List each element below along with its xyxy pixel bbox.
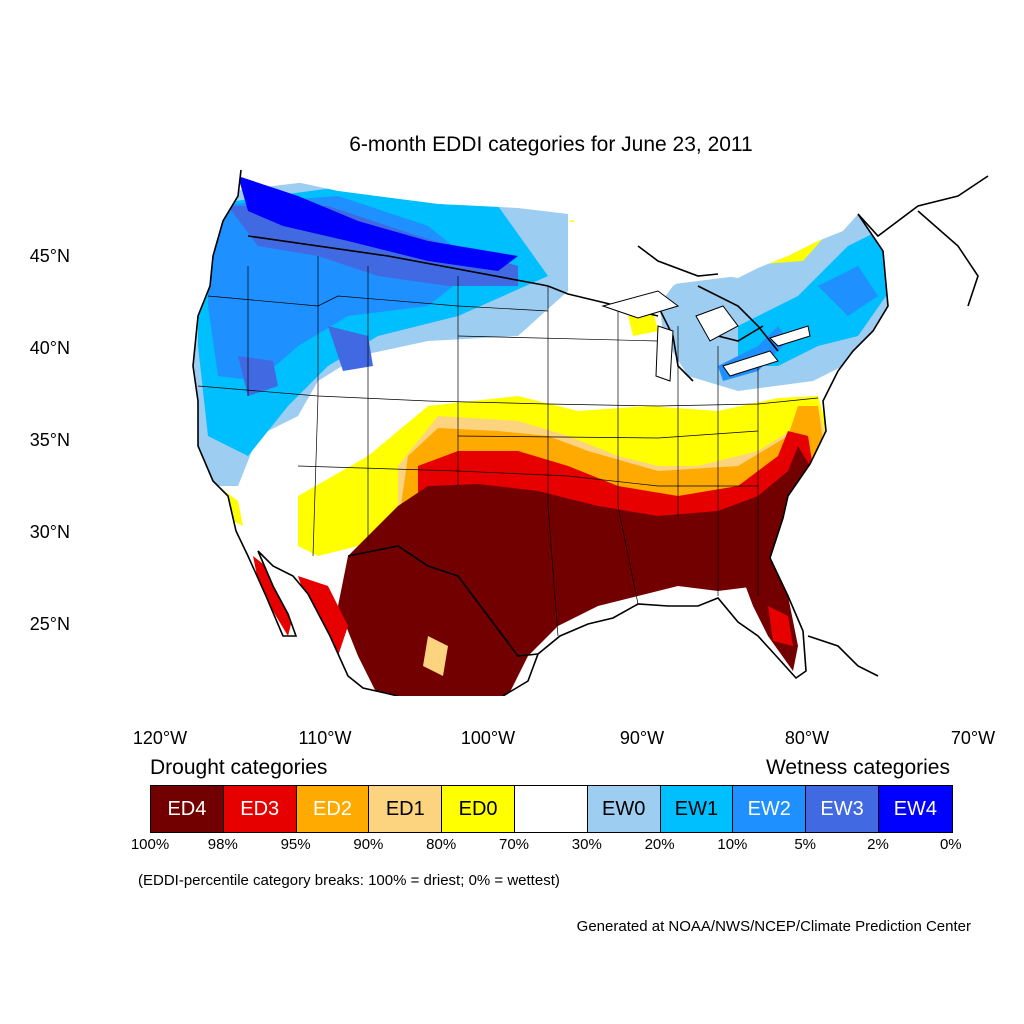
break-label: 30% [571, 836, 602, 853]
legend-cell-ed3: ED3 [223, 786, 297, 832]
break-label: 95% [280, 836, 311, 853]
map-title: 6-month EDDI categories for June 23, 201… [349, 133, 753, 156]
eddi-map [98, 166, 1004, 696]
break-label: 0% [939, 836, 962, 853]
lat-label-35n: 35°N [29, 430, 70, 450]
wetness-categories-heading: Wetness categories [765, 756, 950, 779]
lon-label-70w: 70°W [950, 728, 996, 748]
legend-cell-neutral [514, 786, 588, 832]
break-label: 98% [207, 836, 238, 853]
break-label: 70% [498, 836, 530, 853]
lat-label-45n: 45°N [29, 246, 70, 266]
lat-label-40n: 40°N [29, 338, 70, 358]
break-label: 100% [130, 836, 170, 853]
lon-label-80w: 80°W [784, 728, 830, 748]
lon-label-110w: 110°W [298, 728, 352, 748]
break-label: 10% [717, 836, 748, 853]
lon-label-120w: 120°W [132, 728, 188, 748]
lat-label-25n: 25°N [29, 614, 70, 634]
break-label: 2% [867, 836, 889, 853]
legend-cell-ew2: EW2 [733, 786, 807, 832]
break-label: 20% [644, 836, 675, 853]
legend-cell-ed2: ED2 [296, 786, 370, 832]
break-label: 5% [794, 836, 817, 853]
legend-cell-ed1: ED1 [369, 786, 443, 832]
category-legend: ED4 ED3 ED2 ED1 ED0 EW0 EW1 EW2 EW3 EW4 [150, 785, 953, 833]
lon-label-100w: 100°W [460, 728, 516, 748]
legend-cell-ew1: EW1 [660, 786, 734, 832]
lat-label-30n: 30°N [29, 522, 70, 542]
legend-cell-ew3: EW3 [806, 786, 879, 832]
legend-cell-ed0: ED0 [442, 786, 515, 832]
legend-cell-ew4: EW4 [878, 786, 952, 832]
credit-line: Generated at NOAA/NWS/NCEP/Climate Predi… [576, 918, 971, 935]
legend-cell-ed4: ED4 [151, 786, 224, 832]
break-label: 80% [426, 836, 457, 853]
break-label: 90% [353, 836, 384, 853]
legend-cell-ew0: EW0 [587, 786, 661, 832]
category-break-note: (EDDI-percentile category breaks: 100% =… [138, 872, 560, 889]
lon-label-90w: 90°W [619, 728, 665, 748]
drought-categories-heading: Drought categories [150, 756, 328, 779]
